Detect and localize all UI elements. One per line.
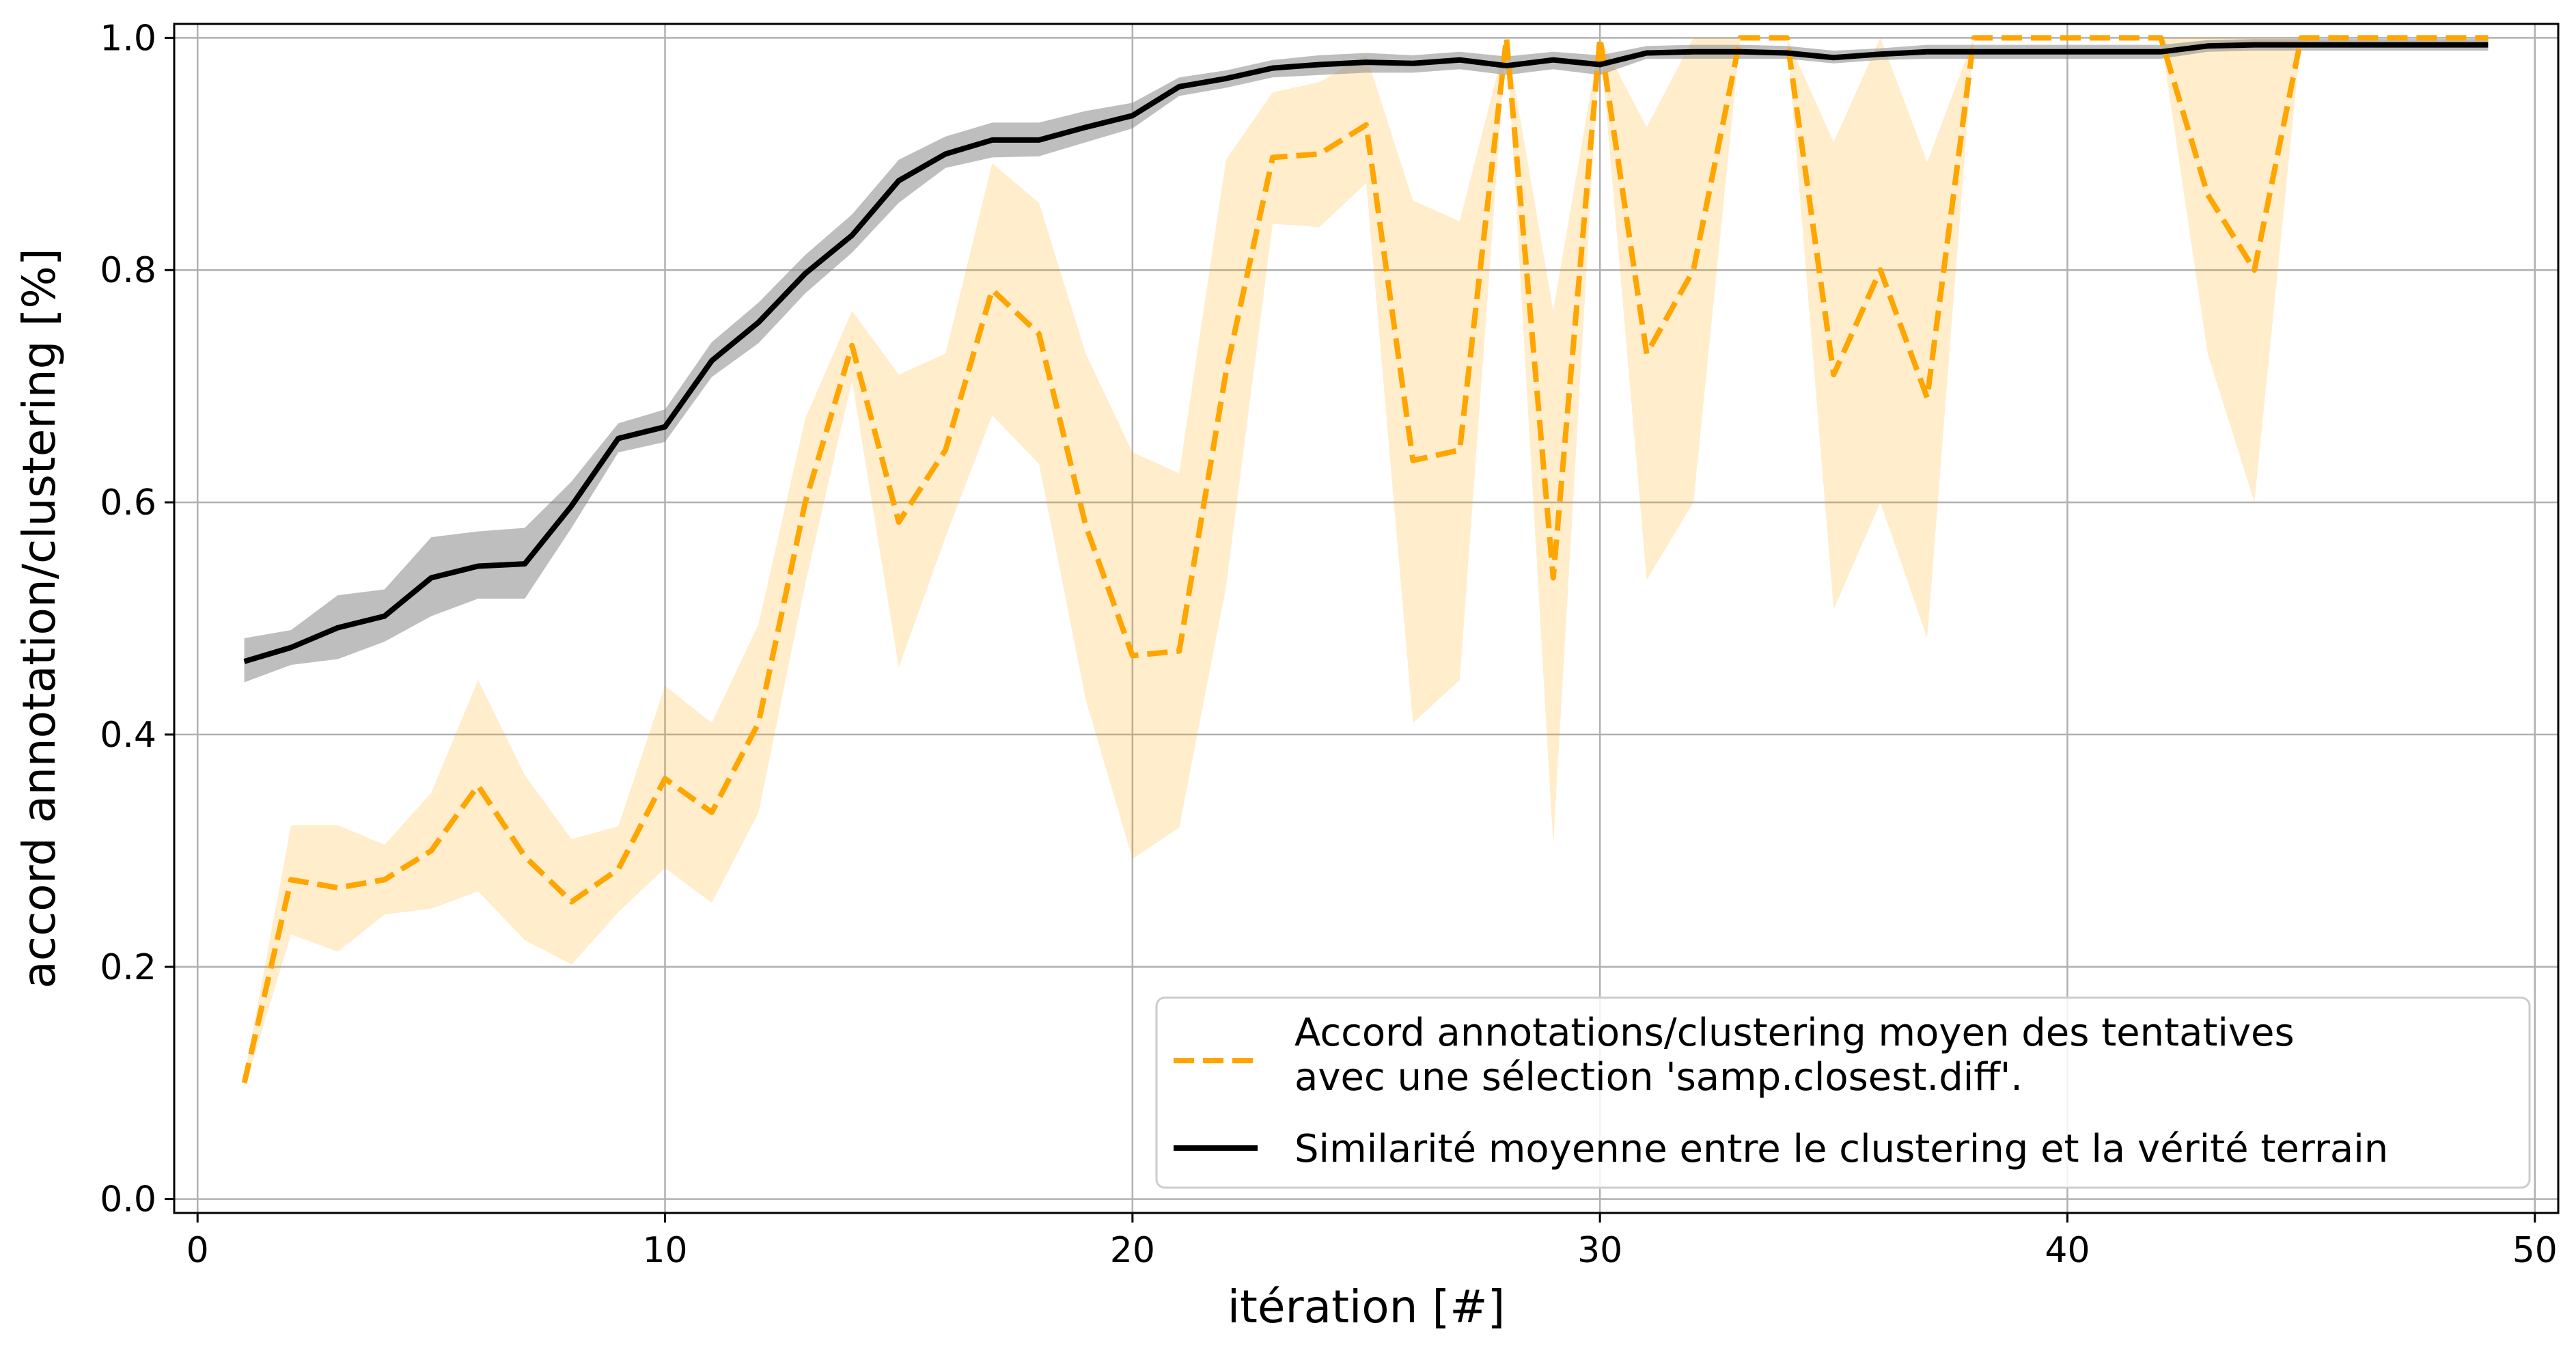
x-tick-label: 30 [1577,1230,1622,1271]
y-tick-label: 0.0 [100,1179,156,1220]
series-0-band [244,38,2489,1089]
grid [174,24,2558,1213]
series-0-line [241,35,2489,1084]
x-tick-label: 50 [2512,1230,2558,1271]
x-tick-label: 40 [2045,1230,2090,1271]
x-tick-label: 10 [642,1230,687,1271]
y-tick-label: 0.4 [100,715,156,756]
plot-frame [173,23,2560,1214]
series-lines [241,35,2489,1084]
legend: Accord annotations/clustering moyen des … [1155,996,2531,1189]
y-tick-label: 0.6 [100,482,156,523]
x-axis-label: itération [#] [1228,1281,1506,1333]
y-tick-label: 0.2 [100,947,156,988]
confidence-bands [244,38,2489,1089]
legend-entry-series-0: Accord annotations/clustering moyen des … [1294,1011,2295,1055]
y-tick-label: 1.0 [100,18,156,59]
axis-ticks: 0 10 20 30 40 50 0.0 0.2 0.4 0.6 0.8 1.0 [100,18,2558,1271]
x-tick-label: 0 [186,1230,209,1271]
x-tick-label: 20 [1110,1230,1155,1271]
series-1-line [243,42,2489,664]
legend-entry-series-1: Similarité moyenne entre le clustering e… [1294,1127,2388,1171]
y-tick-label: 0.8 [100,250,156,291]
y-axis-label: accord annotation/clustering [%] [13,248,66,988]
legend-box [1155,996,2531,1189]
legend-entry-series-0: avec une sélection 'samp.closest.diff'. [1294,1055,2023,1100]
